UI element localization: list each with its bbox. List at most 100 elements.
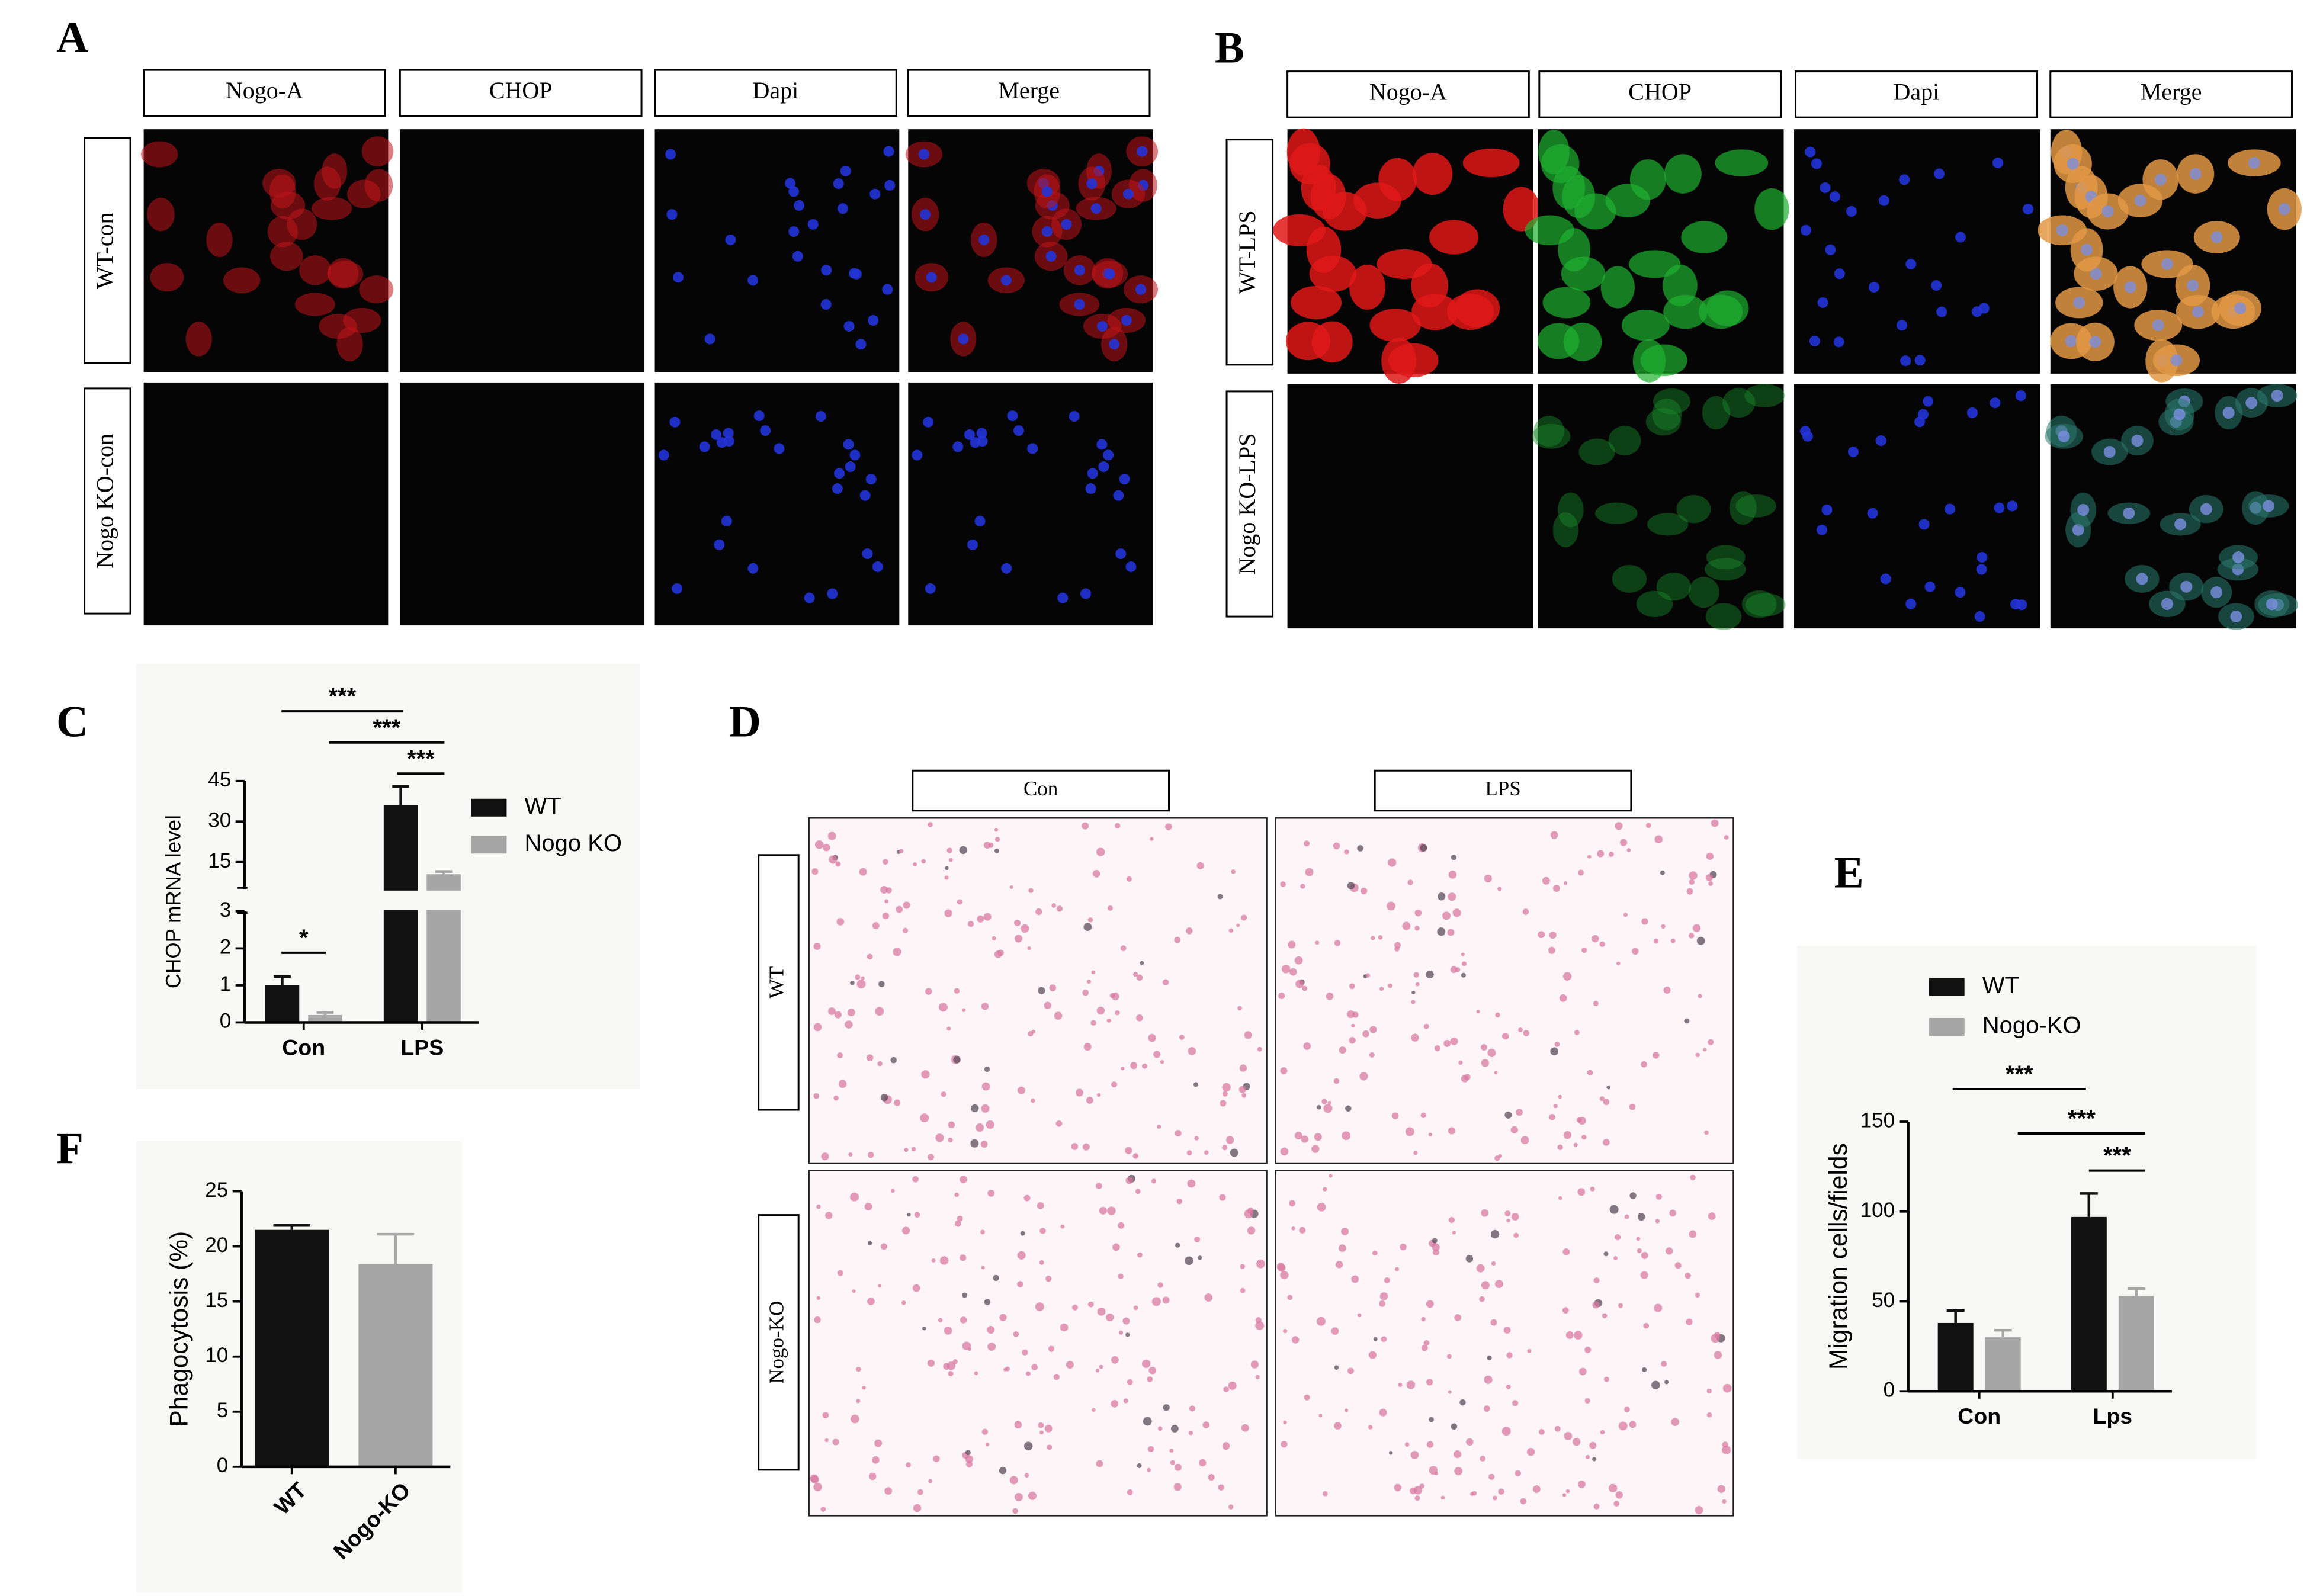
- cell: [1722, 1383, 1732, 1393]
- cell: [1163, 1404, 1170, 1411]
- cell: [1565, 1489, 1570, 1494]
- nucleus: [821, 265, 832, 276]
- significance-label: *: [299, 925, 309, 951]
- cell: [872, 1456, 880, 1464]
- cell-body: [1369, 309, 1421, 342]
- nucleus: [2161, 258, 2174, 270]
- column-header-box: [2049, 70, 2293, 118]
- nucleus: [1104, 268, 1115, 280]
- row-header: Nogo KO-LPS: [1234, 433, 1260, 574]
- bar: [255, 1229, 329, 1467]
- cell: [1028, 888, 1034, 894]
- nucleus: [832, 483, 843, 494]
- nucleus: [2090, 268, 2102, 280]
- cell: [1400, 1243, 1407, 1251]
- nucleus: [1085, 483, 1096, 494]
- legend-label: WT: [1982, 972, 2019, 998]
- cell: [1413, 1486, 1423, 1495]
- cell: [1402, 921, 1411, 930]
- cell-body: [1636, 590, 1673, 618]
- cell: [880, 1093, 888, 1102]
- cell: [1349, 983, 1355, 990]
- cell: [1557, 1144, 1563, 1151]
- micrograph: [808, 1170, 1268, 1517]
- cell: [1028, 1491, 1037, 1500]
- y-tick-label: 5: [217, 1399, 228, 1422]
- cell: [1504, 1210, 1511, 1216]
- cell: [1484, 1375, 1493, 1384]
- cell: [1603, 1099, 1610, 1106]
- cell: [1021, 924, 1029, 933]
- nucleus: [1878, 195, 1889, 206]
- cell: [1696, 936, 1705, 945]
- cell: [866, 1054, 874, 1061]
- cell: [1602, 1313, 1608, 1319]
- cell: [1511, 1213, 1519, 1221]
- cell: [1345, 1408, 1349, 1412]
- nucleus: [2056, 224, 2068, 236]
- nucleus: [1905, 598, 1917, 609]
- cell: [1452, 1231, 1456, 1235]
- cell: [1641, 918, 1648, 925]
- nucleus: [804, 592, 815, 603]
- micrograph: [143, 382, 389, 626]
- cell: [1589, 1441, 1597, 1449]
- cell: [1012, 1508, 1018, 1514]
- cell: [1461, 1075, 1469, 1083]
- cell: [896, 905, 903, 913]
- micrograph: [1532, 384, 1786, 630]
- cell: [1585, 1454, 1590, 1459]
- nucleus: [1990, 397, 2001, 409]
- cell: [1347, 1367, 1354, 1375]
- cell: [1651, 1380, 1660, 1390]
- cell: [912, 1284, 920, 1292]
- cell: [1476, 1010, 1480, 1014]
- cell-body: [1645, 408, 1682, 436]
- cell: [987, 1343, 996, 1351]
- cell: [1315, 940, 1320, 945]
- nucleus: [2010, 599, 2022, 610]
- nucleus: [1825, 244, 1836, 255]
- cell: [1241, 1093, 1247, 1098]
- cell: [1414, 909, 1422, 917]
- cell: [1361, 887, 1368, 895]
- cell: [1413, 1151, 1418, 1155]
- cell: [1127, 1489, 1133, 1495]
- nucleus: [792, 251, 803, 262]
- row-header: WT: [765, 966, 788, 998]
- cell: [983, 842, 991, 849]
- y-axis-label: Migration cells/fields: [1825, 1143, 1853, 1370]
- cell: [1552, 885, 1560, 892]
- cell: [1577, 1480, 1586, 1488]
- cell: [1538, 931, 1545, 939]
- cell: [1641, 1061, 1647, 1068]
- bar: [383, 805, 418, 1023]
- cell: [1187, 1179, 1196, 1188]
- nucleus: [820, 299, 832, 310]
- cell-body: [1532, 423, 1571, 449]
- nucleus: [2210, 231, 2223, 243]
- cell: [959, 846, 967, 855]
- cell: [1194, 1236, 1201, 1242]
- cell: [999, 1314, 1007, 1322]
- cell: [1631, 948, 1639, 955]
- y-tick-label: 1: [220, 972, 231, 996]
- cell: [1118, 1273, 1124, 1279]
- cell: [1574, 1331, 1583, 1340]
- cell: [1031, 1364, 1038, 1370]
- row-header-box: [758, 1214, 800, 1471]
- cell: [1599, 941, 1605, 947]
- nucleus: [785, 178, 796, 189]
- cell: [1689, 871, 1698, 880]
- cell: [1239, 1064, 1247, 1072]
- nucleus: [1027, 443, 1038, 454]
- cell: [1176, 1198, 1183, 1205]
- nucleus: [1096, 439, 1108, 450]
- column-header: LPS: [1485, 777, 1520, 800]
- micrograph: [1275, 1170, 1734, 1517]
- cell: [813, 1023, 822, 1032]
- micrograph: [808, 817, 1268, 1164]
- cell: [1708, 1039, 1714, 1045]
- cell: [1510, 1126, 1518, 1134]
